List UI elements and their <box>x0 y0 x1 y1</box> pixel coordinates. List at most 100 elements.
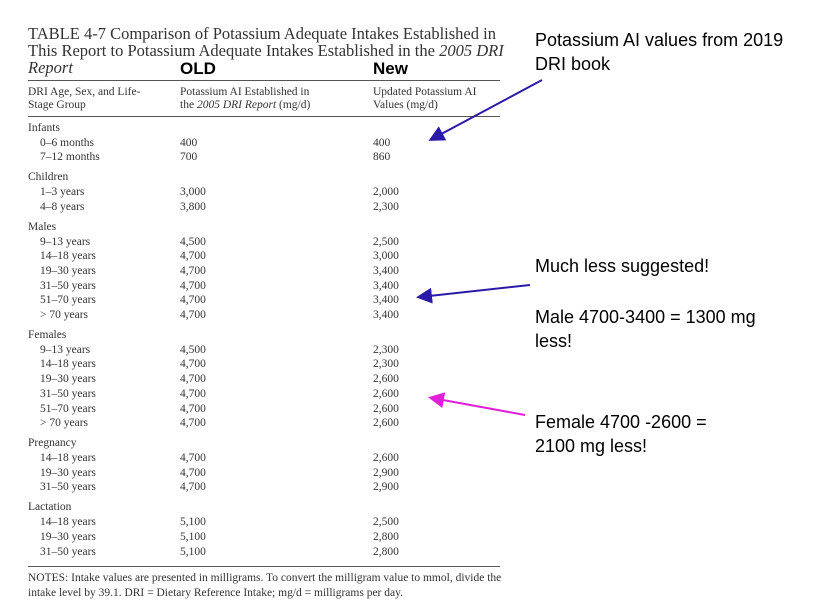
new-value: 2,300 <box>373 343 399 356</box>
old-value: 4,700 <box>180 387 206 400</box>
age-group: 4–8 years <box>40 200 85 213</box>
new-value: 2,300 <box>373 358 399 371</box>
arrow-to-infants <box>428 79 543 141</box>
annotation-female: Female 4700 -2600 = 2100 mg less! <box>535 412 707 456</box>
new-value: 2,300 <box>373 200 399 213</box>
old-value: 4,700 <box>180 358 206 371</box>
old-value: 4,500 <box>180 343 206 356</box>
table-row: > 70 years 4,700 2,600 <box>28 416 500 431</box>
table-row: 19–30 years 4,700 3,400 <box>28 264 500 279</box>
old-value: 4,700 <box>180 309 206 322</box>
table-row: 19–30 years 4,700 2,900 <box>28 466 500 481</box>
age-group: > 70 years <box>40 309 88 322</box>
age-group: 19–30 years <box>40 264 96 277</box>
table-row: 19–30 years 5,100 2,800 <box>28 530 500 545</box>
age-group: 31–50 years <box>40 481 96 494</box>
group-females: Females 9–13 years 4,500 2,300 14–18 years 4,… <box>28 328 500 431</box>
new-value: 2,000 <box>373 186 399 199</box>
table-row: 31–50 years 4,700 2,900 <box>28 480 500 495</box>
group-heading: Infants <box>28 122 60 134</box>
header-group: DRI Age, Sex, and Life-Stage Group <box>28 86 141 111</box>
group-heading: Lactation <box>28 501 72 514</box>
table-notes: NOTES: Intake values are presented in mi… <box>28 572 502 599</box>
table-row: 14–18 years 4,700 2,300 <box>28 357 500 372</box>
header-top-rule <box>28 80 500 81</box>
age-group: 19–30 years <box>40 466 96 479</box>
old-value: 4,700 <box>180 402 206 415</box>
old-value: 700 <box>180 151 198 164</box>
group-pregnancy: Pregnancy 14–18 years 4,700 2,600 19–30 year… <box>28 436 500 495</box>
new-value: 2,800 <box>373 530 399 543</box>
table-row: 31–50 years 4,700 3,400 <box>28 279 500 294</box>
age-group: 9–13 years <box>40 343 91 356</box>
table-row: 9–13 years 4,500 2,500 <box>28 235 500 250</box>
new-value: 2,600 <box>373 373 399 386</box>
old-value: 5,100 <box>180 516 206 529</box>
table-row: 19–30 years 4,700 2,600 <box>28 372 500 387</box>
group-heading: Females <box>28 329 67 342</box>
old-value: 4,500 <box>180 235 206 248</box>
table-bottom-rule <box>28 566 500 567</box>
table-row: 7–12 months 700 860 <box>28 150 500 165</box>
group-heading: Males <box>28 220 57 233</box>
header-new: Updated Potassium AI Values (mg/d) <box>373 86 477 111</box>
new-value: 2,500 <box>373 516 399 529</box>
new-value: 860 <box>373 151 391 164</box>
table-row: 31–50 years 5,100 2,800 <box>28 545 500 560</box>
table-row: 4–8 years 3,800 2,300 <box>28 200 500 215</box>
age-group: 9–13 years <box>40 235 91 248</box>
header-bottom-rule <box>28 116 500 117</box>
old-value: 4,700 <box>180 452 206 464</box>
age-group: 14–18 years <box>40 516 96 529</box>
header-old: Potassium AI Established in the 2005 DRI … <box>180 86 311 111</box>
old-value: 3,800 <box>180 200 206 213</box>
old-value: 4,700 <box>180 466 206 479</box>
old-value: 4,700 <box>180 279 206 292</box>
new-value: 2,600 <box>373 417 399 430</box>
group-lactation: Lactation 14–18 years 5,100 2,500 19–30 year… <box>28 500 500 559</box>
group-infants: Infants 0–6 months 400 400 7–12 months 700 860 <box>28 121 500 165</box>
old-label: OLD <box>180 59 216 78</box>
annotation-much-less: Much less suggested! <box>535 256 710 276</box>
group-children: Children 1–3 years 3,000 2,000 4–8 years 3,80… <box>28 170 500 214</box>
old-value: 5,100 <box>180 545 206 558</box>
new-value: 3,400 <box>373 294 399 307</box>
old-value: 4,700 <box>180 250 206 263</box>
table-row: 0–6 months 400 400 <box>28 136 500 151</box>
old-value: 4,700 <box>180 481 206 494</box>
age-group: 19–30 years <box>40 373 96 386</box>
age-group: 51–70 years <box>40 402 96 415</box>
new-value: 3,400 <box>373 279 399 292</box>
old-value: 4,700 <box>180 373 206 386</box>
new-value: 2,900 <box>373 466 399 479</box>
arrow-to-females <box>428 392 526 416</box>
old-value: 4,700 <box>180 294 206 307</box>
age-group: 31–50 years <box>40 545 96 558</box>
new-value: 2,500 <box>373 235 399 248</box>
age-group: 14–18 years <box>40 250 96 263</box>
group-males: Males 9–13 years 4,500 2,500 14–18 years 4,70… <box>28 220 500 323</box>
table-row: 14–18 years 4,700 2,600 <box>28 451 500 466</box>
old-value: 4,700 <box>180 417 206 430</box>
new-value: 2,900 <box>373 481 399 494</box>
annotation-2019: Potassium AI values from 2019 DRI book <box>535 30 784 74</box>
group-heading: Pregnancy <box>28 437 77 450</box>
age-group: 1–3 years <box>40 186 85 199</box>
new-value: 2,800 <box>373 545 399 558</box>
old-value: 400 <box>180 136 198 149</box>
old-value: 5,100 <box>180 530 206 543</box>
arrow-to-males <box>416 284 531 304</box>
age-group: 14–18 years <box>40 358 96 371</box>
new-label: New <box>373 59 408 78</box>
new-value: 2,600 <box>373 402 399 415</box>
old-value: 4,700 <box>180 264 206 277</box>
new-value: 3,000 <box>373 250 399 263</box>
table-row: > 70 years 4,700 3,400 <box>28 308 500 323</box>
table-row: 14–18 years 5,100 2,500 <box>28 515 500 530</box>
old-value: 3,000 <box>180 186 206 199</box>
age-group: 0–6 months <box>40 136 94 149</box>
new-value: 2,600 <box>373 452 399 464</box>
new-value: 3,400 <box>373 264 399 277</box>
age-group: 51–70 years <box>40 294 96 307</box>
